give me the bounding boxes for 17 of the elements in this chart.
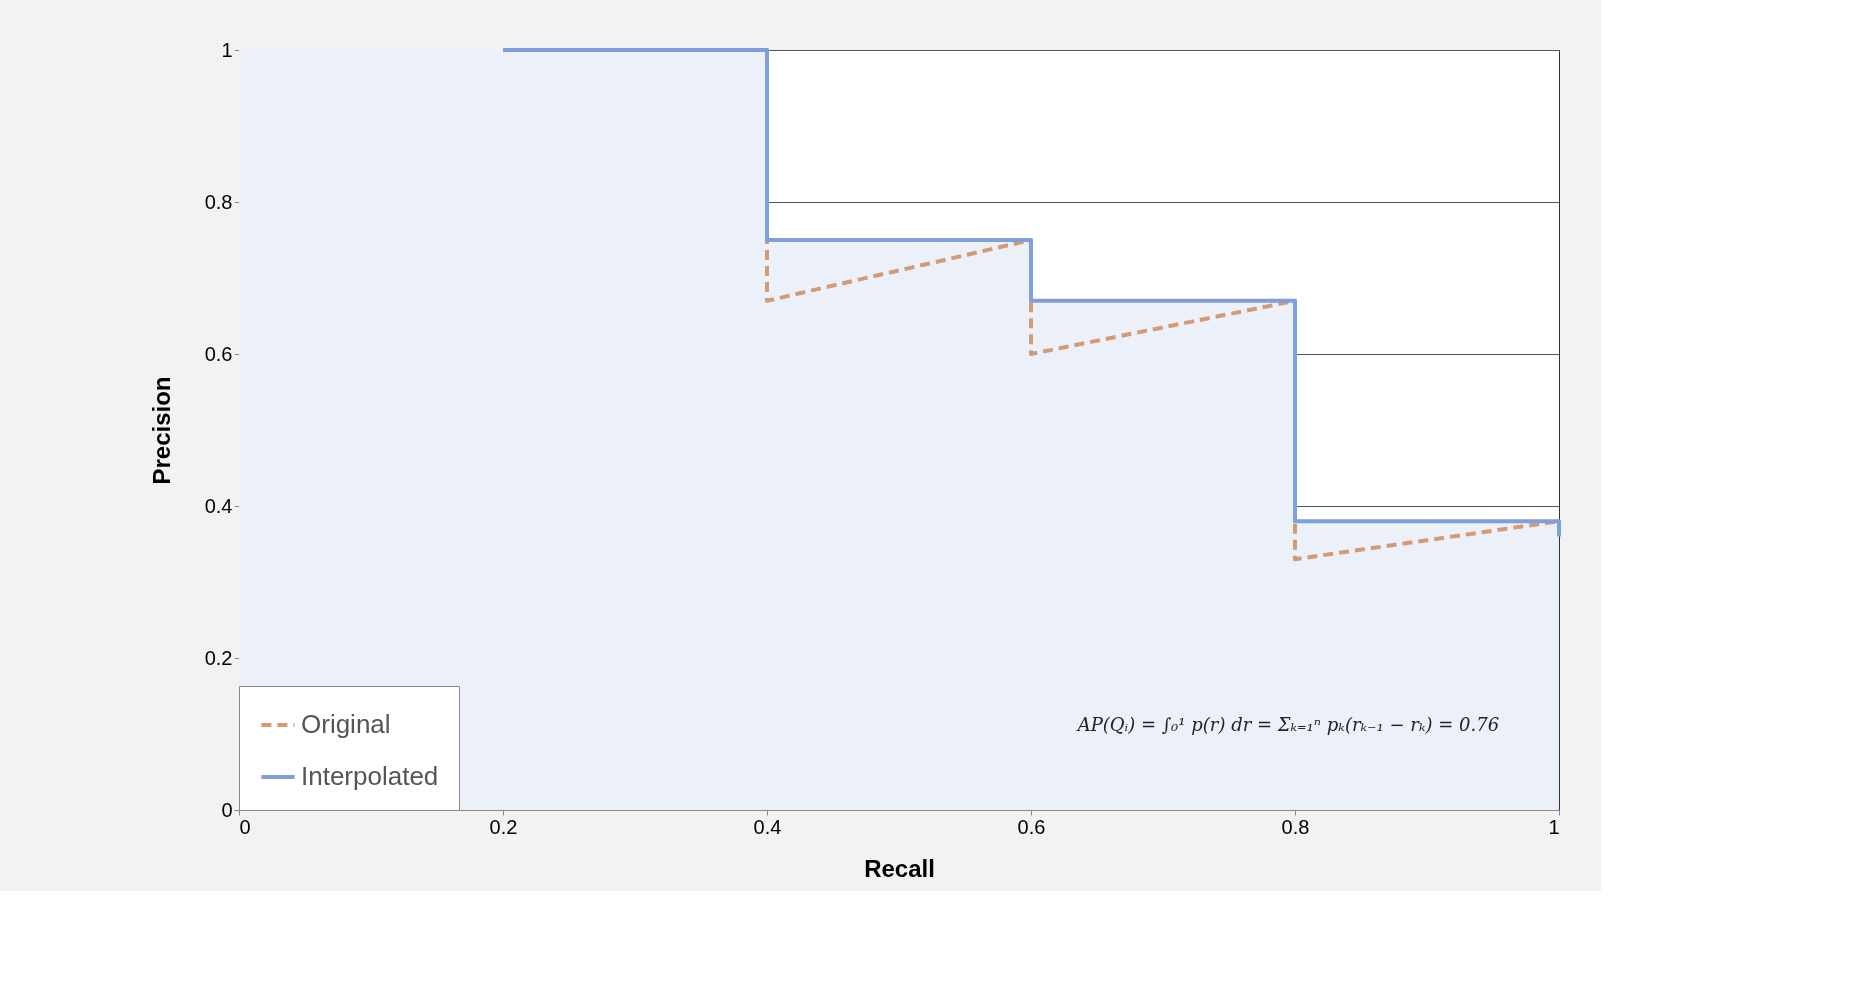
- x-tick-label: 1: [1548, 815, 1560, 838]
- y-tick-label: 0.4: [204, 494, 233, 517]
- legend-label: Original: [301, 709, 391, 739]
- x-tick-label: 0.4: [753, 815, 782, 838]
- y-tick-label: 0.2: [204, 646, 233, 669]
- y-axis-title: Precision: [147, 376, 175, 485]
- y-tick-label: 0: [221, 798, 233, 821]
- x-tick-label: 0.6: [1017, 815, 1046, 838]
- x-axis-title: Recall: [864, 854, 935, 882]
- y-tick-label: 1: [221, 38, 233, 61]
- legend-label: Interpolated: [301, 761, 439, 791]
- x-tick-label: 0.8: [1281, 815, 1310, 838]
- y-tick-label: 0.6: [204, 342, 233, 365]
- x-tick-label: 0.2: [489, 815, 518, 838]
- y-tick-label: 0.8: [204, 190, 233, 213]
- annotation: AP(Qᵢ) = ∫₀¹ p(r) dr = Σₖ₌₁ⁿ pₖ(rₖ₋₁ − rₖ) = 0.76: [1075, 714, 1500, 736]
- x-tick-label: 0: [239, 815, 251, 838]
